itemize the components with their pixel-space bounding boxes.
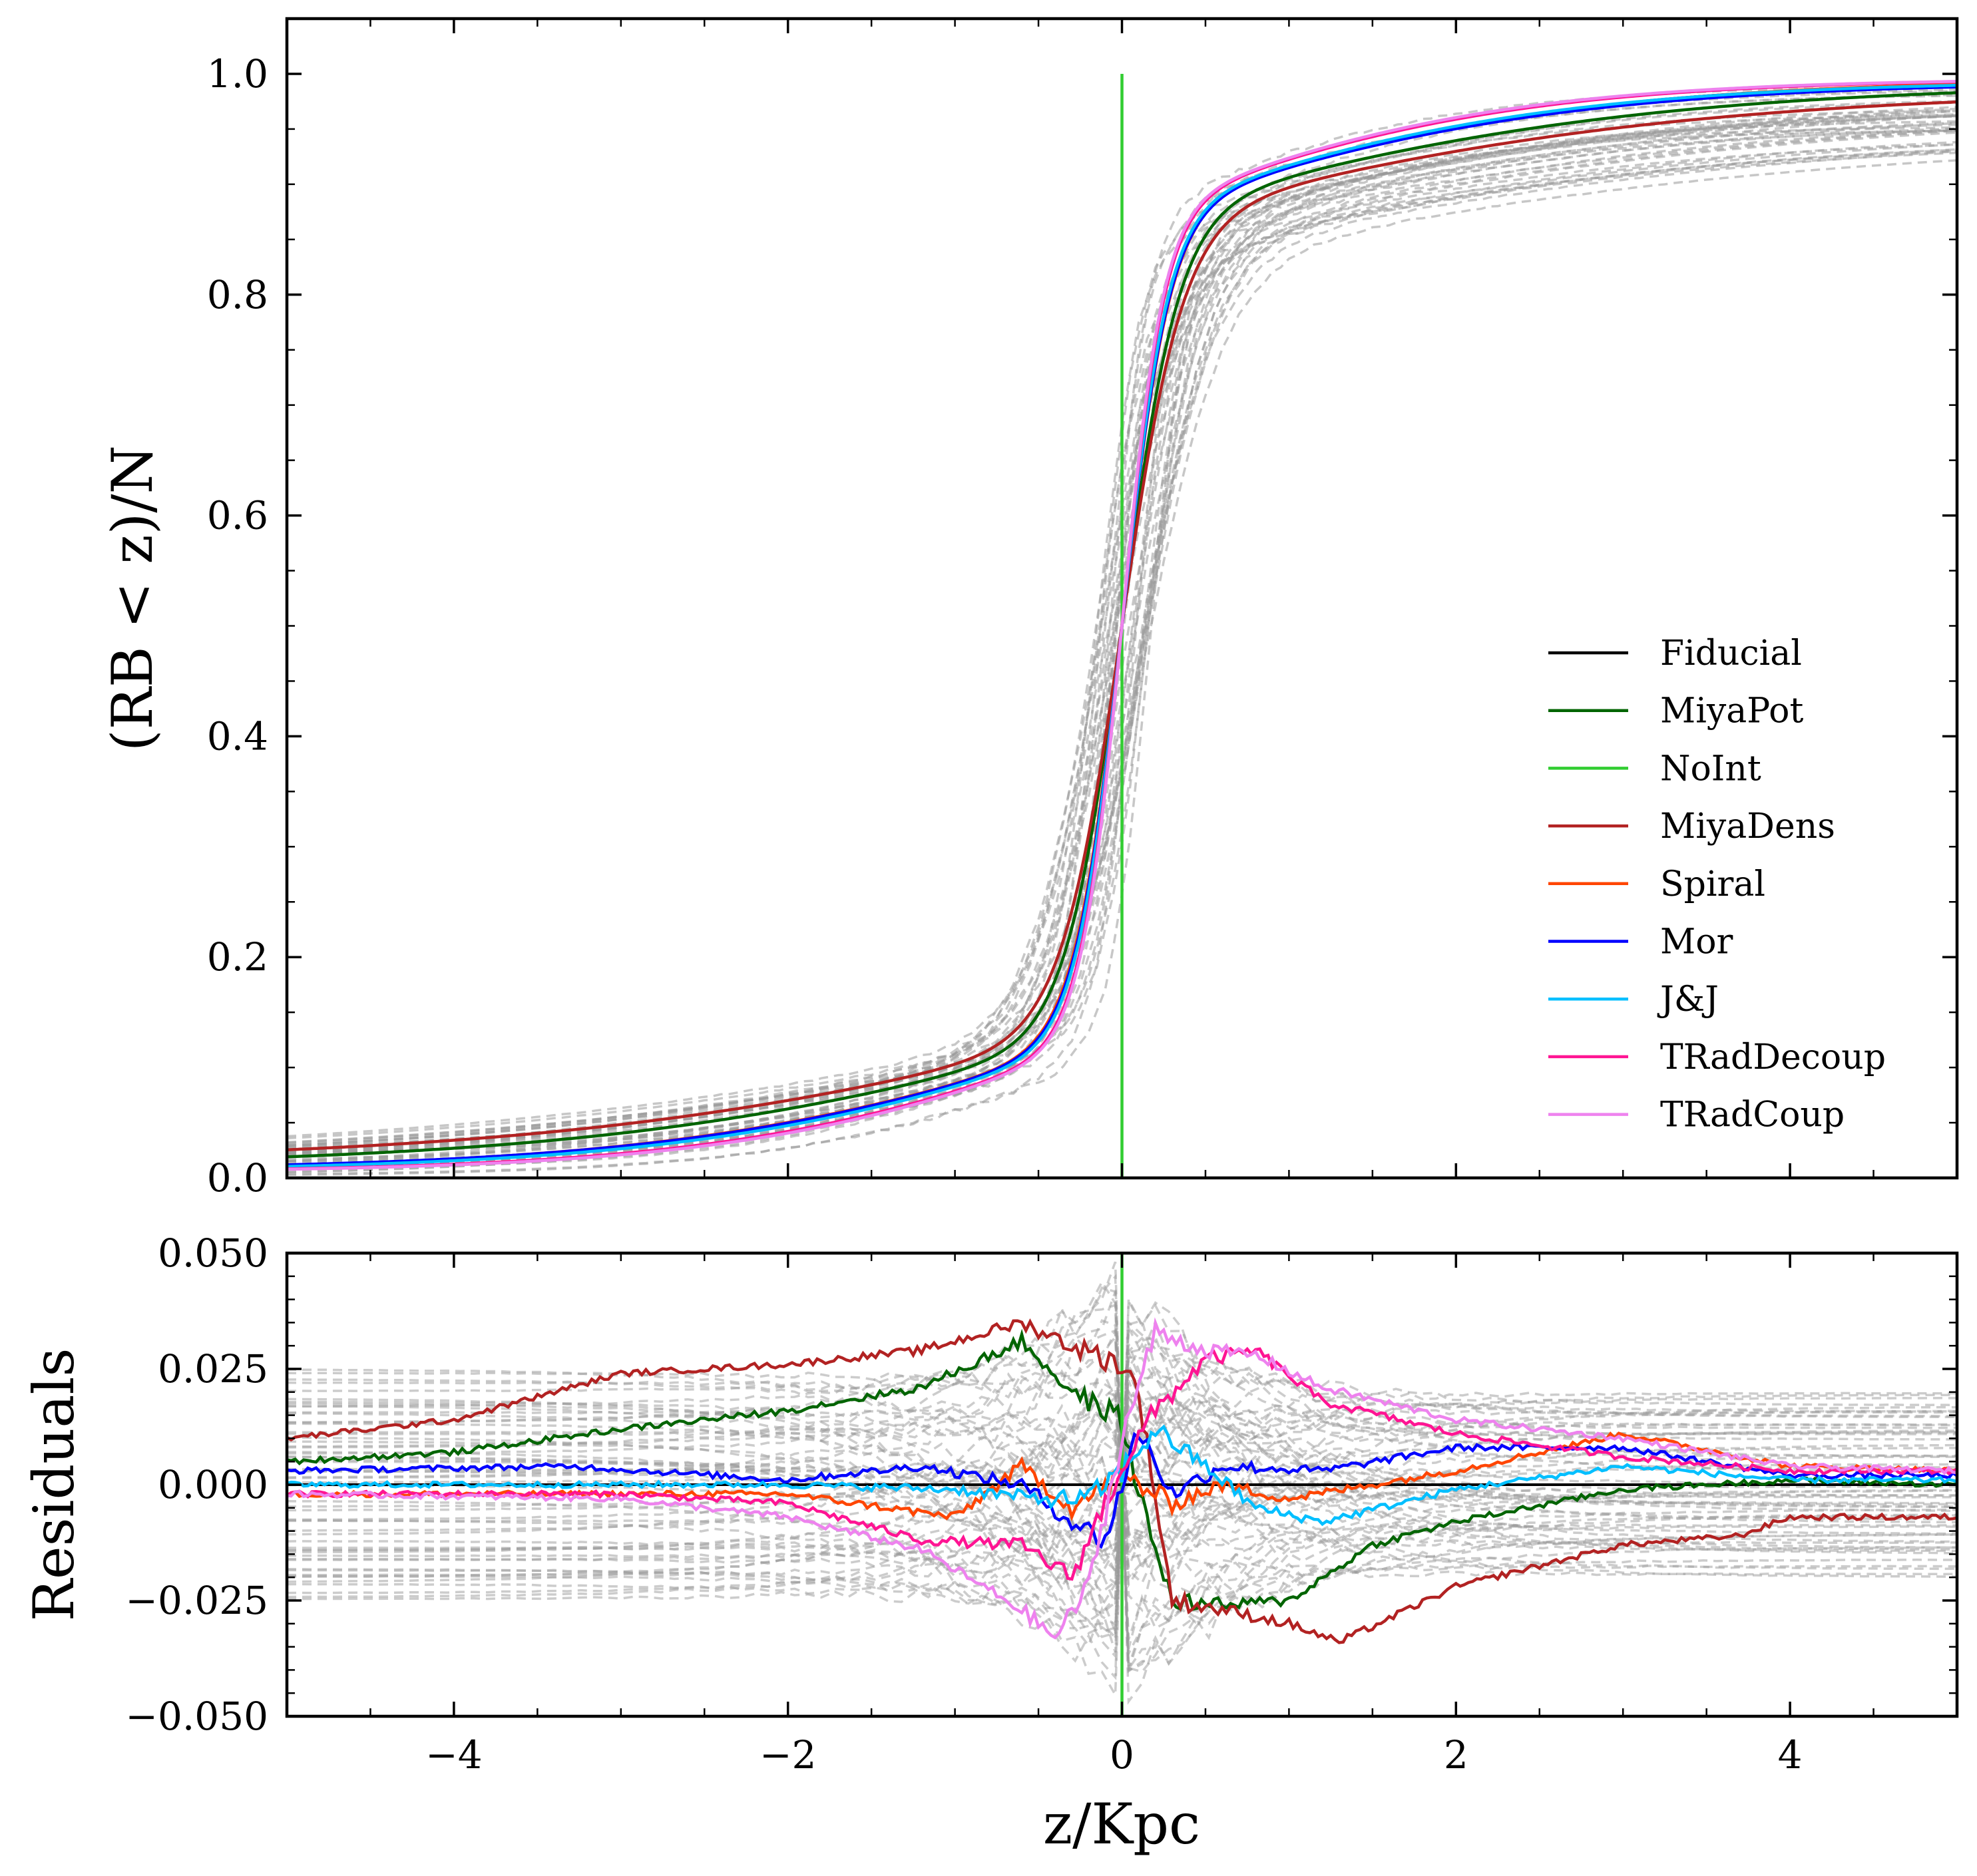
- legend-label: J&J: [1657, 980, 1719, 1020]
- legend-label: Mor: [1660, 922, 1733, 962]
- legend: Fiducial MiyaPot NoInt MiyaDens Spiral Mor J&J…: [1548, 634, 1886, 1135]
- cumulative-panel: 0.0 0.2 0.4 0.6 0.8 1.0 (RB < z)/N Fiducial Mi…: [100, 17, 1959, 1201]
- background-curve: [287, 1295, 1957, 1699]
- background-curve: [287, 1455, 1957, 1512]
- y-tick-label: 0.6: [207, 493, 268, 538]
- residual-line-Mor: [287, 1431, 1957, 1549]
- background-curve: [287, 1334, 1957, 1649]
- x-tick-label: 2: [1444, 1732, 1468, 1778]
- background-curve: [287, 140, 1957, 1156]
- bottom-axes-frame: [285, 1251, 1959, 1718]
- legend-label: MiyaPot: [1660, 691, 1803, 731]
- y-tick-label: −0.025: [125, 1578, 268, 1623]
- x-axis-title: z/Kpc: [1043, 1791, 1200, 1857]
- y-tick-label: −0.050: [125, 1694, 268, 1739]
- top-axes-frame: [285, 17, 1959, 1180]
- background-curve: [287, 1418, 1957, 1561]
- top-series-lines: [287, 73, 1957, 1178]
- legend-label: Spiral: [1660, 864, 1765, 904]
- top-ticks: 0.0 0.2 0.4 0.6 0.8 1.0: [207, 17, 1958, 1201]
- y-tick-label: 0.000: [158, 1462, 268, 1507]
- legend-label: Fiducial: [1660, 634, 1802, 673]
- y-tick-label: 0.025: [158, 1346, 268, 1392]
- background-curve: [287, 1363, 1957, 1601]
- legend-label: MiyaDens: [1660, 807, 1835, 846]
- residual-line-TRadCoup: [287, 1317, 1957, 1640]
- residuals-panel: −4 −2 0 2 4 −0.050 −0.025 0.000 0.025 0.050 Resid…: [21, 1230, 1959, 1857]
- bottom-y-axis-title: Residuals: [21, 1348, 87, 1622]
- background-curve: [287, 1342, 1957, 1639]
- top-y-axis-title: (RB < z)/N: [100, 445, 165, 751]
- bottom-series-lines: [287, 1253, 1957, 1716]
- y-tick-label: 0.050: [158, 1230, 268, 1276]
- y-tick-label: 0.8: [207, 272, 268, 317]
- background-curve: [287, 126, 1957, 1177]
- background-curve: [287, 1385, 1957, 1552]
- x-tick-label: 0: [1110, 1732, 1134, 1778]
- y-tick-label: 1.0: [207, 51, 268, 96]
- background-curve: [287, 113, 1957, 1170]
- y-tick-label: 0.2: [207, 934, 268, 980]
- bottom-ticks: −4 −2 0 2 4 −0.050 −0.025 0.000 0.025 0.050: [125, 1230, 1958, 1778]
- legend-label: TRadDecoup: [1660, 1037, 1886, 1077]
- background-curve: [287, 1435, 1957, 1512]
- background-curve: [287, 123, 1957, 1154]
- background-curve: [287, 128, 1957, 1163]
- legend-label: TRadCoup: [1660, 1095, 1845, 1135]
- background-curve: [287, 1395, 1957, 1572]
- x-tick-label: −4: [425, 1732, 483, 1778]
- y-tick-label: 0.0: [207, 1155, 268, 1201]
- x-tick-label: −2: [760, 1732, 817, 1778]
- y-tick-label: 0.4: [207, 713, 268, 759]
- background-curve: [287, 1273, 1957, 1673]
- residual-line-JJ: [287, 1424, 1957, 1527]
- background-curve: [287, 1328, 1957, 1658]
- residual-line-MiyaDens: [287, 1318, 1957, 1644]
- background-curve: [287, 1391, 1957, 1600]
- background-curve: [287, 114, 1957, 1157]
- background-curve: [287, 1397, 1957, 1595]
- background-curve: [287, 1286, 1957, 1674]
- series-line-TRadCoup: [287, 80, 1957, 1171]
- x-tick-label: 4: [1778, 1732, 1803, 1778]
- legend-label: NoInt: [1660, 749, 1761, 789]
